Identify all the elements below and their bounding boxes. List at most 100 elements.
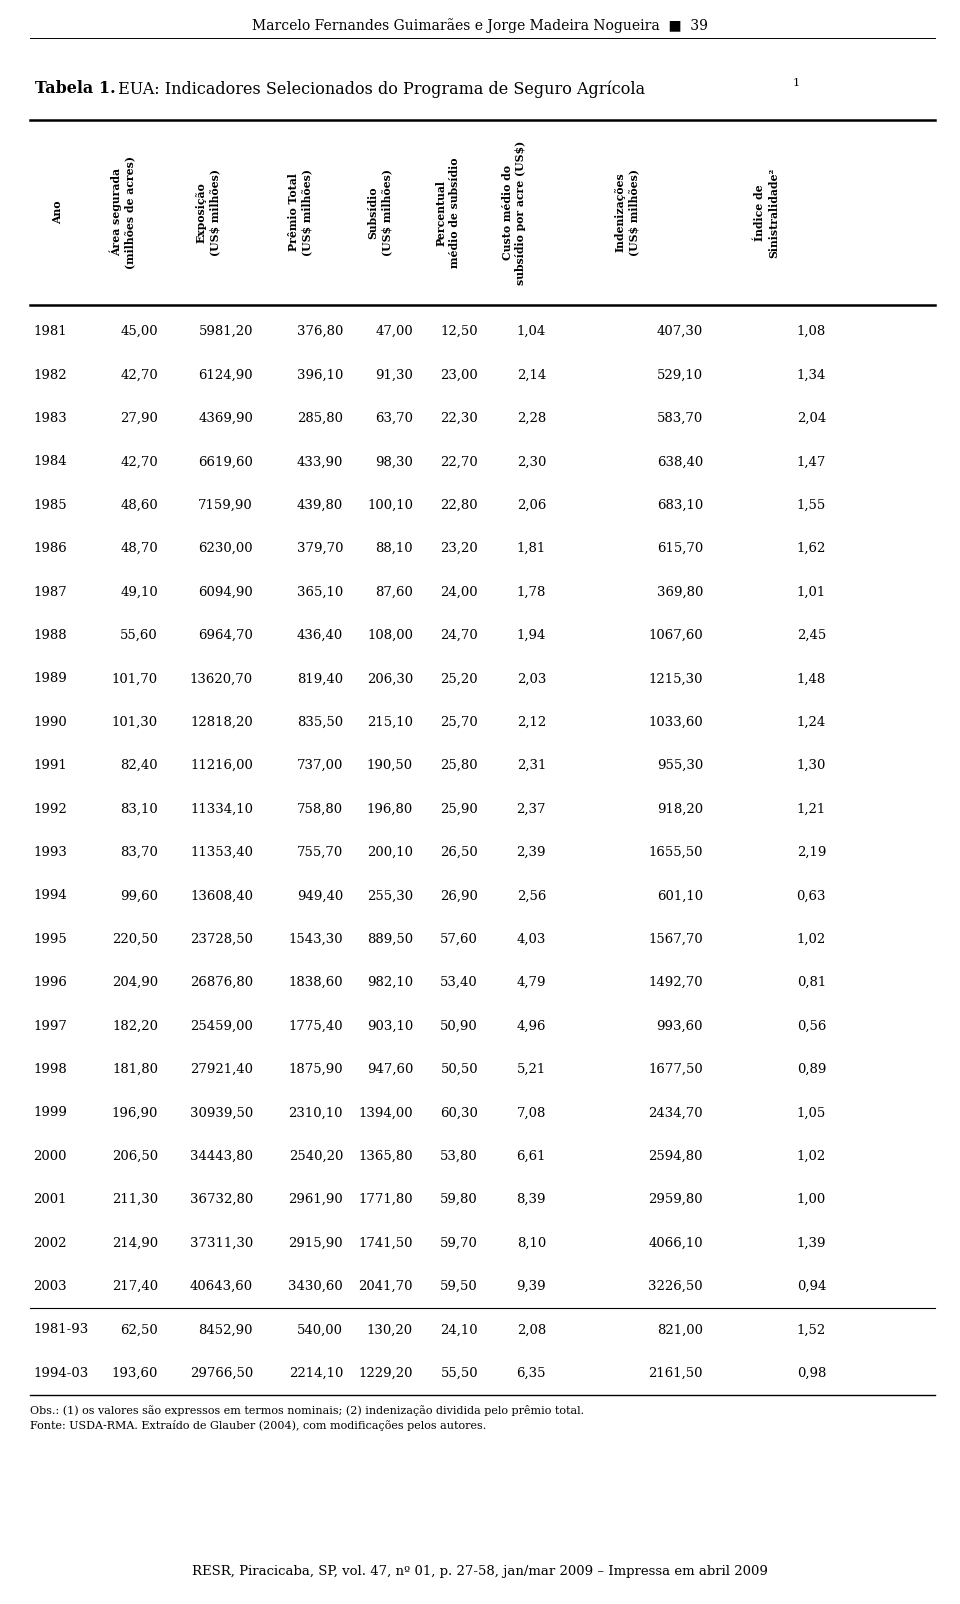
Text: 2,31: 2,31 — [516, 759, 546, 772]
Text: 49,10: 49,10 — [120, 585, 158, 598]
Text: 23728,50: 23728,50 — [190, 934, 253, 946]
Text: 835,50: 835,50 — [297, 715, 343, 728]
Text: 12,50: 12,50 — [441, 326, 478, 338]
Text: 6,35: 6,35 — [516, 1367, 546, 1379]
Text: 1,39: 1,39 — [797, 1237, 826, 1250]
Text: 1394,00: 1394,00 — [358, 1107, 413, 1120]
Text: 24,10: 24,10 — [441, 1323, 478, 1336]
Text: 6,61: 6,61 — [516, 1150, 546, 1163]
Text: 24,70: 24,70 — [441, 629, 478, 642]
Text: 1993: 1993 — [33, 845, 67, 860]
Text: 42,70: 42,70 — [120, 456, 158, 468]
Text: 26876,80: 26876,80 — [190, 977, 253, 990]
Text: 1989: 1989 — [33, 672, 67, 685]
Text: 2,03: 2,03 — [516, 672, 546, 685]
Text: EUA: Indicadores Selecionados do Programa de Seguro Agrícola: EUA: Indicadores Selecionados do Program… — [113, 80, 645, 98]
Text: 193,60: 193,60 — [111, 1367, 158, 1379]
Text: 1741,50: 1741,50 — [358, 1237, 413, 1250]
Text: 55,50: 55,50 — [441, 1367, 478, 1379]
Text: 11216,00: 11216,00 — [190, 759, 253, 772]
Text: 0,56: 0,56 — [797, 1020, 826, 1033]
Text: 214,90: 214,90 — [112, 1237, 158, 1250]
Text: 215,10: 215,10 — [367, 715, 413, 728]
Text: 26,50: 26,50 — [441, 845, 478, 860]
Text: 47,00: 47,00 — [375, 326, 413, 338]
Text: 1775,40: 1775,40 — [288, 1020, 343, 1033]
Text: 1,47: 1,47 — [797, 456, 826, 468]
Text: 365,10: 365,10 — [297, 585, 343, 598]
Text: 737,00: 737,00 — [297, 759, 343, 772]
Text: 23,00: 23,00 — [441, 369, 478, 382]
Text: 2,08: 2,08 — [516, 1323, 546, 1336]
Text: 433,90: 433,90 — [297, 456, 343, 468]
Text: 0,98: 0,98 — [797, 1367, 826, 1379]
Text: Indenizações
(US$ milhões): Indenizações (US$ milhões) — [614, 168, 638, 257]
Text: 50,50: 50,50 — [441, 1063, 478, 1076]
Text: 1,24: 1,24 — [797, 715, 826, 728]
Text: 1838,60: 1838,60 — [288, 977, 343, 990]
Text: 1,05: 1,05 — [797, 1107, 826, 1120]
Text: 6619,60: 6619,60 — [198, 456, 253, 468]
Text: 2,28: 2,28 — [516, 412, 546, 425]
Text: 949,40: 949,40 — [297, 889, 343, 903]
Text: 1,52: 1,52 — [797, 1323, 826, 1336]
Text: 36732,80: 36732,80 — [190, 1193, 253, 1206]
Text: 1215,30: 1215,30 — [649, 672, 703, 685]
Text: 27921,40: 27921,40 — [190, 1063, 253, 1076]
Text: 529,10: 529,10 — [657, 369, 703, 382]
Text: 25,20: 25,20 — [441, 672, 478, 685]
Text: 98,30: 98,30 — [375, 456, 413, 468]
Text: 7159,90: 7159,90 — [199, 499, 253, 512]
Text: 1997: 1997 — [33, 1020, 67, 1033]
Text: 2000: 2000 — [33, 1150, 66, 1163]
Text: 101,70: 101,70 — [112, 672, 158, 685]
Text: 407,30: 407,30 — [657, 326, 703, 338]
Text: Obs.: (1) os valores são expressos em termos nominais; (2) indenização dividida : Obs.: (1) os valores são expressos em te… — [30, 1405, 584, 1416]
Text: Fonte: USDA-RMA. Extraído de Glauber (2004), com modificações pelos autores.: Fonte: USDA-RMA. Extraído de Glauber (20… — [30, 1420, 487, 1431]
Text: 4,03: 4,03 — [516, 934, 546, 946]
Text: 2959,80: 2959,80 — [648, 1193, 703, 1206]
Text: 6964,70: 6964,70 — [198, 629, 253, 642]
Text: 2,45: 2,45 — [797, 629, 826, 642]
Text: 4,79: 4,79 — [516, 977, 546, 990]
Text: 25,70: 25,70 — [441, 715, 478, 728]
Text: 12818,20: 12818,20 — [190, 715, 253, 728]
Text: Tabela 1.: Tabela 1. — [35, 80, 115, 96]
Text: 6124,90: 6124,90 — [199, 369, 253, 382]
Text: 1984: 1984 — [33, 456, 66, 468]
Text: 9,39: 9,39 — [516, 1280, 546, 1293]
Text: 889,50: 889,50 — [367, 934, 413, 946]
Text: Ano: Ano — [52, 200, 63, 225]
Text: 3430,60: 3430,60 — [288, 1280, 343, 1293]
Text: 91,30: 91,30 — [375, 369, 413, 382]
Text: 220,50: 220,50 — [112, 934, 158, 946]
Text: 42,70: 42,70 — [120, 369, 158, 382]
Text: 0,81: 0,81 — [797, 977, 826, 990]
Text: 583,70: 583,70 — [657, 412, 703, 425]
Text: 2,39: 2,39 — [516, 845, 546, 860]
Text: 0,94: 0,94 — [797, 1280, 826, 1293]
Text: 1999: 1999 — [33, 1107, 67, 1120]
Text: 53,40: 53,40 — [441, 977, 478, 990]
Text: 1994: 1994 — [33, 889, 67, 903]
Text: 1,08: 1,08 — [797, 326, 826, 338]
Text: 1,55: 1,55 — [797, 499, 826, 512]
Text: 1229,20: 1229,20 — [358, 1367, 413, 1379]
Text: 821,00: 821,00 — [657, 1323, 703, 1336]
Text: 376,80: 376,80 — [297, 326, 343, 338]
Text: 1,00: 1,00 — [797, 1193, 826, 1206]
Text: 1067,60: 1067,60 — [648, 629, 703, 642]
Text: 59,50: 59,50 — [441, 1280, 478, 1293]
Text: 48,60: 48,60 — [120, 499, 158, 512]
Text: 83,70: 83,70 — [120, 845, 158, 860]
Text: 2540,20: 2540,20 — [289, 1150, 343, 1163]
Text: 1,04: 1,04 — [516, 326, 546, 338]
Text: 2,56: 2,56 — [516, 889, 546, 903]
Text: 369,80: 369,80 — [657, 585, 703, 598]
Text: 59,70: 59,70 — [440, 1237, 478, 1250]
Text: 758,80: 758,80 — [297, 802, 343, 815]
Text: 1567,70: 1567,70 — [648, 934, 703, 946]
Text: 4,96: 4,96 — [516, 1020, 546, 1033]
Text: 82,40: 82,40 — [120, 759, 158, 772]
Text: 955,30: 955,30 — [657, 759, 703, 772]
